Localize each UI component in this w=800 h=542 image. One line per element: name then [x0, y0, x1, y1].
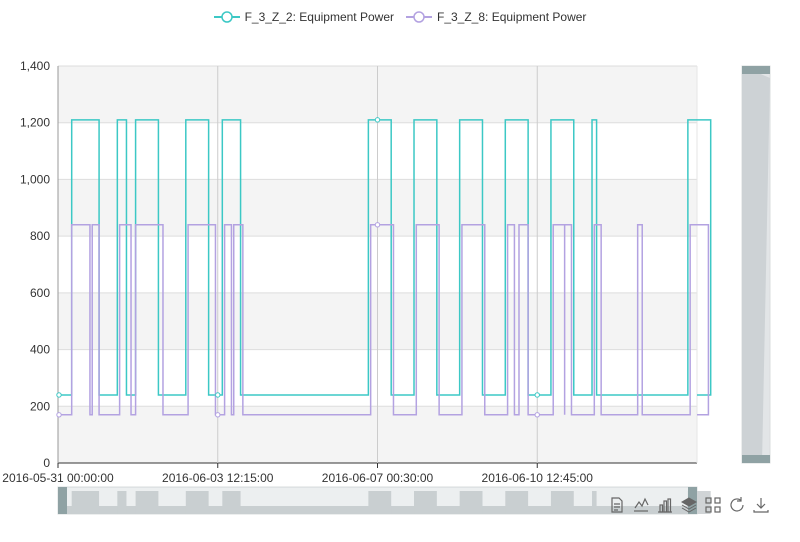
tiled-icon[interactable] — [704, 496, 722, 514]
bar-chart-icon[interactable] — [656, 496, 674, 514]
data-view-icon[interactable] — [608, 496, 626, 514]
v-slider-handle-top[interactable] — [742, 66, 770, 74]
y-tick-label: 0 — [43, 456, 50, 470]
stack-icon[interactable] — [680, 496, 698, 514]
legend-series-2-icon — [406, 11, 432, 23]
series-line-2 — [58, 224, 710, 416]
x-tick-label: 2016-06-10 12:45:00 — [482, 471, 594, 485]
series-line-1 — [58, 119, 712, 396]
y-tick-label: 200 — [30, 399, 50, 413]
y-tick-label: 600 — [30, 286, 50, 300]
y-tick-label: 1,000 — [20, 172, 50, 186]
series-2-point — [56, 412, 62, 418]
y-tick-label: 800 — [30, 229, 50, 243]
x-tick-label: 2016-06-07 00:30:00 — [322, 471, 434, 485]
legend-label-series-1: F_3_Z_2: Equipment Power — [244, 10, 394, 24]
line-chart-icon[interactable] — [632, 496, 650, 514]
series-1-point — [56, 392, 62, 398]
x-tick-label: 2016-05-31 00:00:00 — [2, 471, 114, 485]
legend-series-1-icon — [213, 11, 240, 23]
x-tick-label: 2016-06-03 12:15:00 — [162, 471, 274, 485]
series-markers — [56, 117, 540, 418]
restore-icon[interactable] — [728, 496, 746, 514]
y-tick-label: 400 — [30, 343, 50, 357]
x-axis: 2016-05-31 00:00:00 2016-06-03 12:15:00 20… — [2, 66, 698, 485]
y-tick-label: 1,200 — [20, 116, 50, 130]
series-2-point — [215, 412, 221, 418]
legend: F_3_Z_2: Equipment Power F_3_Z_8: Equipm… — [0, 10, 800, 24]
legend-item-series-2[interactable]: F_3_Z_8: Equipment Power — [406, 10, 586, 24]
series-lines — [58, 119, 712, 416]
h-slider-handle-left[interactable] — [58, 487, 67, 514]
series-1-point — [374, 117, 381, 123]
v-slider-preview — [742, 66, 770, 463]
legend-item-series-1[interactable]: F_3_Z_2: Equipment Power — [213, 10, 394, 24]
series-1-point — [534, 392, 540, 398]
series-1-point — [215, 392, 221, 398]
series-2-point — [374, 222, 381, 228]
y-tick-label: 1,400 — [20, 59, 50, 73]
h-slider-selection[interactable] — [58, 487, 697, 514]
vertical-zoom-slider[interactable] — [741, 65, 771, 464]
horizontal-zoom-slider[interactable] — [57, 486, 711, 515]
toolbox — [608, 496, 770, 514]
save-image-icon[interactable] — [752, 496, 770, 514]
legend-label-series-2: F_3_Z_8: Equipment Power — [437, 10, 587, 24]
h-slider-preview — [71, 491, 711, 514]
series-2-point — [534, 412, 540, 418]
y-axis-labels: 0 200 400 600 800 1,000 1,200 1,400 — [20, 59, 50, 470]
v-slider-handle-bottom[interactable] — [742, 455, 770, 463]
